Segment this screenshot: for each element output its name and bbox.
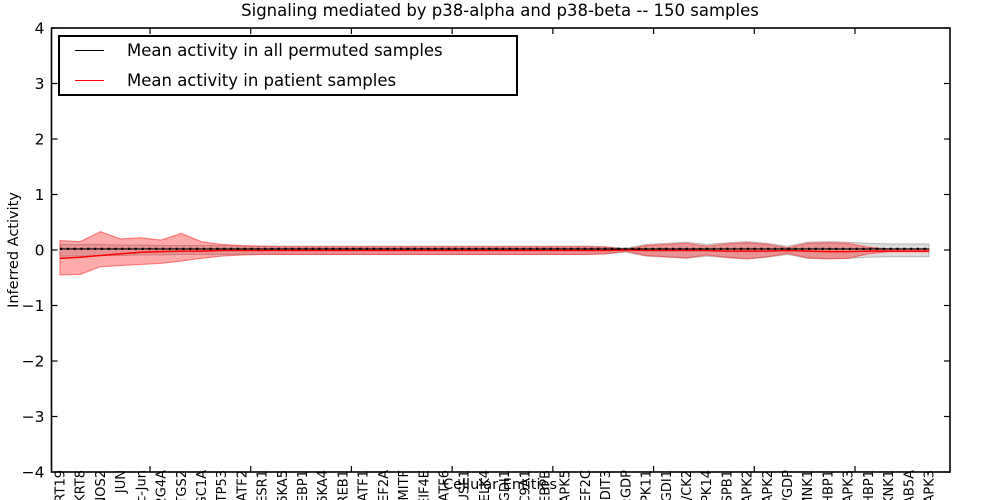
- x-tick-label: PTGS2: [175, 470, 190, 500]
- x-tick-label: MAPKAPK2: [761, 470, 776, 500]
- y-tick-label: −1: [22, 297, 45, 315]
- x-tick-label: MAPK14: [700, 470, 715, 500]
- x-tick-label: p38alpha-beta/MNK1: [801, 470, 816, 500]
- x-tick-label: RAB5/GDP/GDI1: [660, 470, 675, 500]
- x-tick-label: p38alpha-beta/CK2: [680, 470, 695, 500]
- x-tick-label: GDI1: [498, 470, 513, 500]
- x-axis-label: Cellular Entities: [442, 477, 558, 493]
- x-tick-label: MITF: [397, 470, 412, 500]
- legend-label-permuted: Mean activity in all permuted samples: [127, 41, 443, 61]
- x-tick-label: MEF2A: [377, 470, 392, 500]
- x-tick-label: DDIT3: [599, 470, 614, 500]
- x-tick-label: ATF1: [357, 470, 372, 500]
- chart-title: Signaling mediated by p38-alpha and p38-…: [241, 1, 759, 20]
- x-tick-label: ATF2: [235, 470, 250, 500]
- x-tick-label: CREB1: [336, 470, 351, 500]
- y-tick-label: −2: [22, 353, 45, 371]
- legend-item-permuted: Mean activity in all permuted samples: [60, 37, 516, 65]
- x-tick-label: EIF4E: [417, 470, 432, 500]
- legend-item-patient: Mean activity in patient samples: [60, 67, 516, 95]
- permuted-line-swatch-icon: [75, 50, 104, 52]
- x-tick-label: USF1: [458, 470, 473, 500]
- y-tick-label: −4: [22, 464, 45, 482]
- x-tick-label: ATF2/c-Jun: [134, 470, 149, 500]
- x-tick-label: RAB5/GDP: [781, 470, 796, 500]
- x-tick-label: PLA2G4A: [155, 470, 170, 500]
- y-tick-label: 4: [35, 20, 45, 38]
- legend-label-patient: Mean activity in patient samples: [127, 70, 397, 90]
- y-tick-label: 1: [35, 186, 45, 204]
- y-axis-label: Inferred Activity: [6, 192, 22, 308]
- x-tick-label: KRT8: [74, 470, 89, 500]
- x-tick-label: NOS2: [94, 470, 109, 500]
- legend: Mean activity in all permuted samples Me…: [58, 35, 518, 96]
- x-tick-label: p38alpha-beta/MAPKAPK2: [741, 470, 756, 500]
- x-tick-label: ELK4: [478, 470, 493, 500]
- patient-line-swatch-icon: [75, 79, 104, 81]
- x-tick-label: HSPB1: [720, 470, 735, 500]
- y-tick-label: 3: [35, 75, 45, 93]
- x-tick-label: TP53: [215, 470, 230, 500]
- y-tick-label: 2: [35, 131, 45, 149]
- x-tick-label: MAPKAPK3: [923, 470, 938, 500]
- patient-samples-range-band: [59, 231, 930, 276]
- x-tick-label: ESR1: [256, 470, 271, 500]
- x-tick-label: JUN: [114, 470, 129, 494]
- y-tick-label: −3: [22, 408, 45, 426]
- x-tick-label: MAPKAPK5: [559, 470, 574, 500]
- x-tick-label: RPS6KA4: [316, 470, 331, 500]
- x-tick-label: SLC9A1: [518, 470, 533, 500]
- x-tick-label: ATF6: [437, 470, 452, 500]
- x-tick-label: CEBPB: [539, 470, 554, 500]
- x-tick-label: RPS6KA5: [276, 470, 291, 500]
- x-tick-label: MKNK1: [882, 470, 897, 500]
- x-tick-label: mol:GDP: [619, 470, 634, 500]
- x-tick-label: KRT19: [54, 470, 69, 500]
- y-tick-label: 0: [35, 242, 45, 260]
- x-tick-label: MEF2C: [579, 470, 594, 500]
- x-tick-label: p38alpha-beta/MAPKAPK3: [842, 470, 857, 500]
- x-tick-label: p38alpha-beta/HBP1: [821, 470, 836, 500]
- x-tick-label: EIF4EBP1: [296, 470, 311, 500]
- x-tick-label: RAB5A: [902, 470, 917, 500]
- x-tick-label: MAPK11: [640, 470, 655, 500]
- patient-mean-line: [59, 249, 929, 260]
- x-tick-label: PPARGC1A: [195, 470, 210, 500]
- x-tick-label: HBP1: [862, 470, 877, 500]
